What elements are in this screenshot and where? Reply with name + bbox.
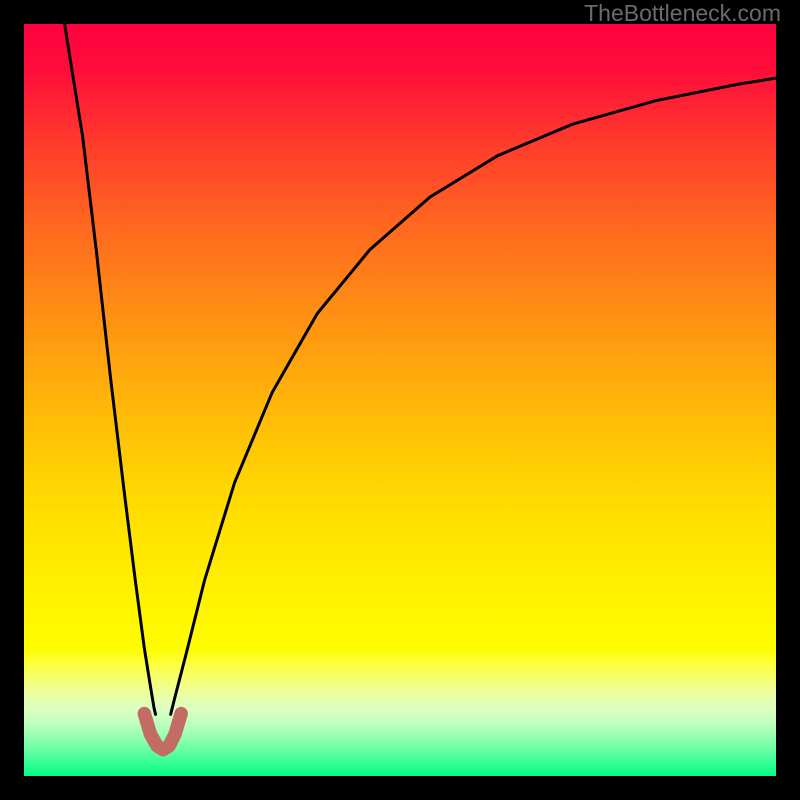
mismatch-curve-right — [171, 78, 776, 714]
watermark-text: TheBottleneck.com — [584, 0, 781, 27]
plot-area — [24, 24, 776, 776]
curve-layer — [24, 24, 776, 776]
mismatch-curve-left — [65, 24, 156, 714]
chart-stage: TheBottleneck.com — [0, 0, 800, 800]
bottom-notch — [144, 714, 181, 750]
